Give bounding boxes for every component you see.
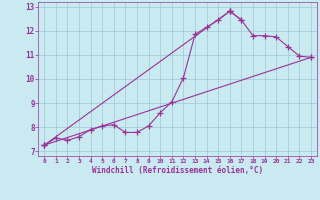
X-axis label: Windchill (Refroidissement éolien,°C): Windchill (Refroidissement éolien,°C) — [92, 166, 263, 175]
